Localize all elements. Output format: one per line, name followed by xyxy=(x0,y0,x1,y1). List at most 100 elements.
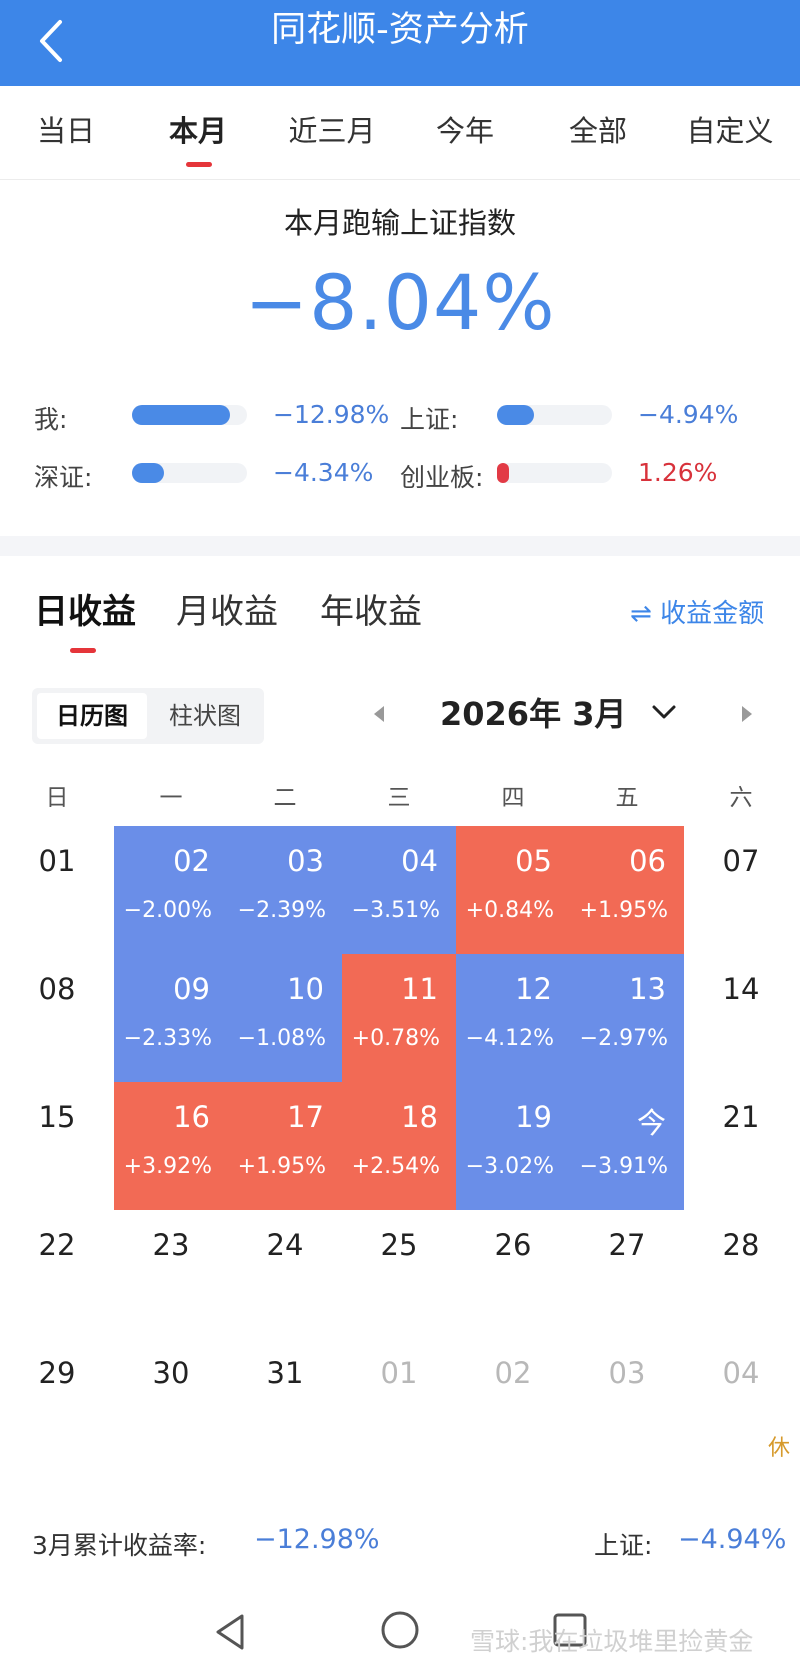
calendar-day-cell[interactable]: 22 xyxy=(0,1210,114,1338)
view-switch: 日历图 柱状图 xyxy=(32,688,264,744)
day-number: 23 xyxy=(152,1228,190,1262)
calendar-day-cell[interactable]: 29 xyxy=(0,1338,114,1466)
calendar-day-cell[interactable]: 14 xyxy=(684,954,798,1082)
calendar-day-cell[interactable]: 28 xyxy=(684,1210,798,1338)
calendar-day-cell[interactable]: 03 −2.39% xyxy=(228,826,342,954)
calendar-day-cell[interactable]: 21 xyxy=(684,1082,798,1210)
calendar-day-cell[interactable]: 02 xyxy=(456,1338,570,1466)
day-number: 12 xyxy=(515,972,552,1006)
day-number: 01 xyxy=(380,1356,418,1390)
tab-daily-return[interactable]: 日收益 xyxy=(34,592,136,632)
cmp-value-me: −12.98% xyxy=(273,400,390,429)
calendar-day-cell[interactable]: 25 xyxy=(342,1210,456,1338)
tab-all[interactable]: 全部 xyxy=(568,114,627,148)
day-number: 17 xyxy=(287,1100,324,1134)
calendar-day-cell[interactable]: 02 −2.00% xyxy=(114,826,228,954)
cumulative-value: −12.98% xyxy=(254,1524,380,1555)
calendar-day-cell[interactable]: 19 −3.02% xyxy=(456,1082,570,1210)
day-return: −1.08% xyxy=(237,1026,326,1051)
tab-three-months[interactable]: 近三月 xyxy=(288,114,376,148)
cmp-bar-cyb xyxy=(497,463,612,483)
square-recents-icon xyxy=(553,1613,587,1647)
calendar-day-cell[interactable]: 03 xyxy=(570,1338,684,1466)
summary-value: −8.04% xyxy=(244,258,556,347)
amount-toggle-button[interactable]: ⇌ 收益金额 xyxy=(630,597,764,631)
calendar-day-cell[interactable]: 今 −3.91% xyxy=(570,1082,684,1210)
tab-today[interactable]: 当日 xyxy=(36,114,95,148)
weekday-label: 日 xyxy=(45,785,69,811)
chevron-down-icon xyxy=(652,705,676,719)
month-label[interactable]: 2026年 3月 xyxy=(440,695,627,733)
tab-label: 本月 xyxy=(168,114,227,148)
calendar-day-cell[interactable]: 04 休 xyxy=(684,1338,798,1466)
day-return: −2.39% xyxy=(237,898,326,923)
day-return: −3.91% xyxy=(579,1154,668,1179)
next-month-button[interactable] xyxy=(738,702,756,726)
calendar-day-cell[interactable]: 18 +2.54% xyxy=(342,1082,456,1210)
day-number: 09 xyxy=(173,972,210,1006)
day-number: 25 xyxy=(380,1228,418,1262)
tab-monthly-return[interactable]: 月收益 xyxy=(176,592,278,632)
calendar-day-cell[interactable]: 13 −2.97% xyxy=(570,954,684,1082)
calendar-day-cell[interactable]: 17 +1.95% xyxy=(228,1082,342,1210)
day-number: 27 xyxy=(608,1228,646,1262)
day-return: −2.33% xyxy=(123,1026,212,1051)
calendar-day-cell[interactable]: 31 xyxy=(228,1338,342,1466)
day-number: 28 xyxy=(722,1228,760,1262)
bar-view-button[interactable]: 柱状图 xyxy=(169,702,241,730)
day-number: 10 xyxy=(287,972,324,1006)
calendar-day-cell[interactable]: 05 +0.84% xyxy=(456,826,570,954)
calendar-day-cell[interactable]: 11 +0.78% xyxy=(342,954,456,1082)
system-home-button[interactable] xyxy=(378,1608,422,1652)
cmp-label-sz: 深证: xyxy=(34,463,93,492)
calendar-day-cell[interactable]: 27 xyxy=(570,1210,684,1338)
back-button[interactable] xyxy=(30,10,80,72)
weekday-label: 二 xyxy=(273,785,297,811)
day-number: 14 xyxy=(722,972,760,1006)
day-number: 02 xyxy=(173,844,210,878)
calendar-day-cell[interactable]: 30 xyxy=(114,1338,228,1466)
calendar-day-cell[interactable]: 09 −2.33% xyxy=(114,954,228,1082)
weekday-label: 三 xyxy=(387,785,411,811)
calendar-day-cell[interactable]: 16 +3.92% xyxy=(114,1082,228,1210)
calendar-day-cell[interactable]: 07 xyxy=(684,826,798,954)
day-return: +2.54% xyxy=(351,1154,440,1179)
day-number: 04 xyxy=(401,844,438,878)
day-number: 13 xyxy=(629,972,666,1006)
calendar-view-button[interactable]: 日历图 xyxy=(37,693,147,739)
cmp-label-cyb: 创业板: xyxy=(400,463,484,492)
tab-this-month[interactable]: 本月 xyxy=(138,112,258,167)
cmp-label-sh: 上证: xyxy=(400,405,459,434)
calendar-day-cell[interactable]: 08 xyxy=(0,954,114,1082)
cmp-fill-sz xyxy=(132,463,164,483)
cmp-fill-me xyxy=(132,405,230,425)
tab-yearly-return[interactable]: 年收益 xyxy=(320,592,422,632)
calendar-day-cell[interactable]: 04 −3.51% xyxy=(342,826,456,954)
calendar-day-cell[interactable]: 23 xyxy=(114,1210,228,1338)
prev-month-button[interactable] xyxy=(370,702,388,726)
cmp-label-me: 我: xyxy=(34,405,68,434)
calendar-day-cell[interactable]: 10 −1.08% xyxy=(228,954,342,1082)
day-number: 08 xyxy=(38,972,76,1006)
calendar-day-cell[interactable]: 12 −4.12% xyxy=(456,954,570,1082)
cmp-fill-cyb xyxy=(497,463,509,483)
month-dropdown-button[interactable] xyxy=(650,702,678,724)
tab-this-year[interactable]: 今年 xyxy=(435,114,494,148)
system-recents-button[interactable] xyxy=(550,1610,590,1650)
calendar-day-cell[interactable]: 15 xyxy=(0,1082,114,1210)
calendar-day-cell[interactable]: 24 xyxy=(228,1210,342,1338)
calendar-day-cell[interactable]: 26 xyxy=(456,1210,570,1338)
day-number: 31 xyxy=(266,1356,304,1390)
calendar-day-cell[interactable]: 06 +1.95% xyxy=(570,826,684,954)
system-back-button[interactable] xyxy=(210,1610,254,1654)
circle-home-icon xyxy=(381,1611,419,1649)
day-number: 01 xyxy=(38,844,76,878)
active-period-indicator xyxy=(70,648,96,653)
day-return: −3.02% xyxy=(465,1154,554,1179)
calendar-day-cell[interactable]: 01 xyxy=(342,1338,456,1466)
index-label: 上证: xyxy=(594,1531,653,1560)
holiday-badge: 休 xyxy=(767,1436,790,1461)
tab-custom[interactable]: 自定义 xyxy=(686,114,774,148)
calendar-day-cell[interactable]: 01 xyxy=(0,826,114,954)
day-return: +1.95% xyxy=(237,1154,326,1179)
